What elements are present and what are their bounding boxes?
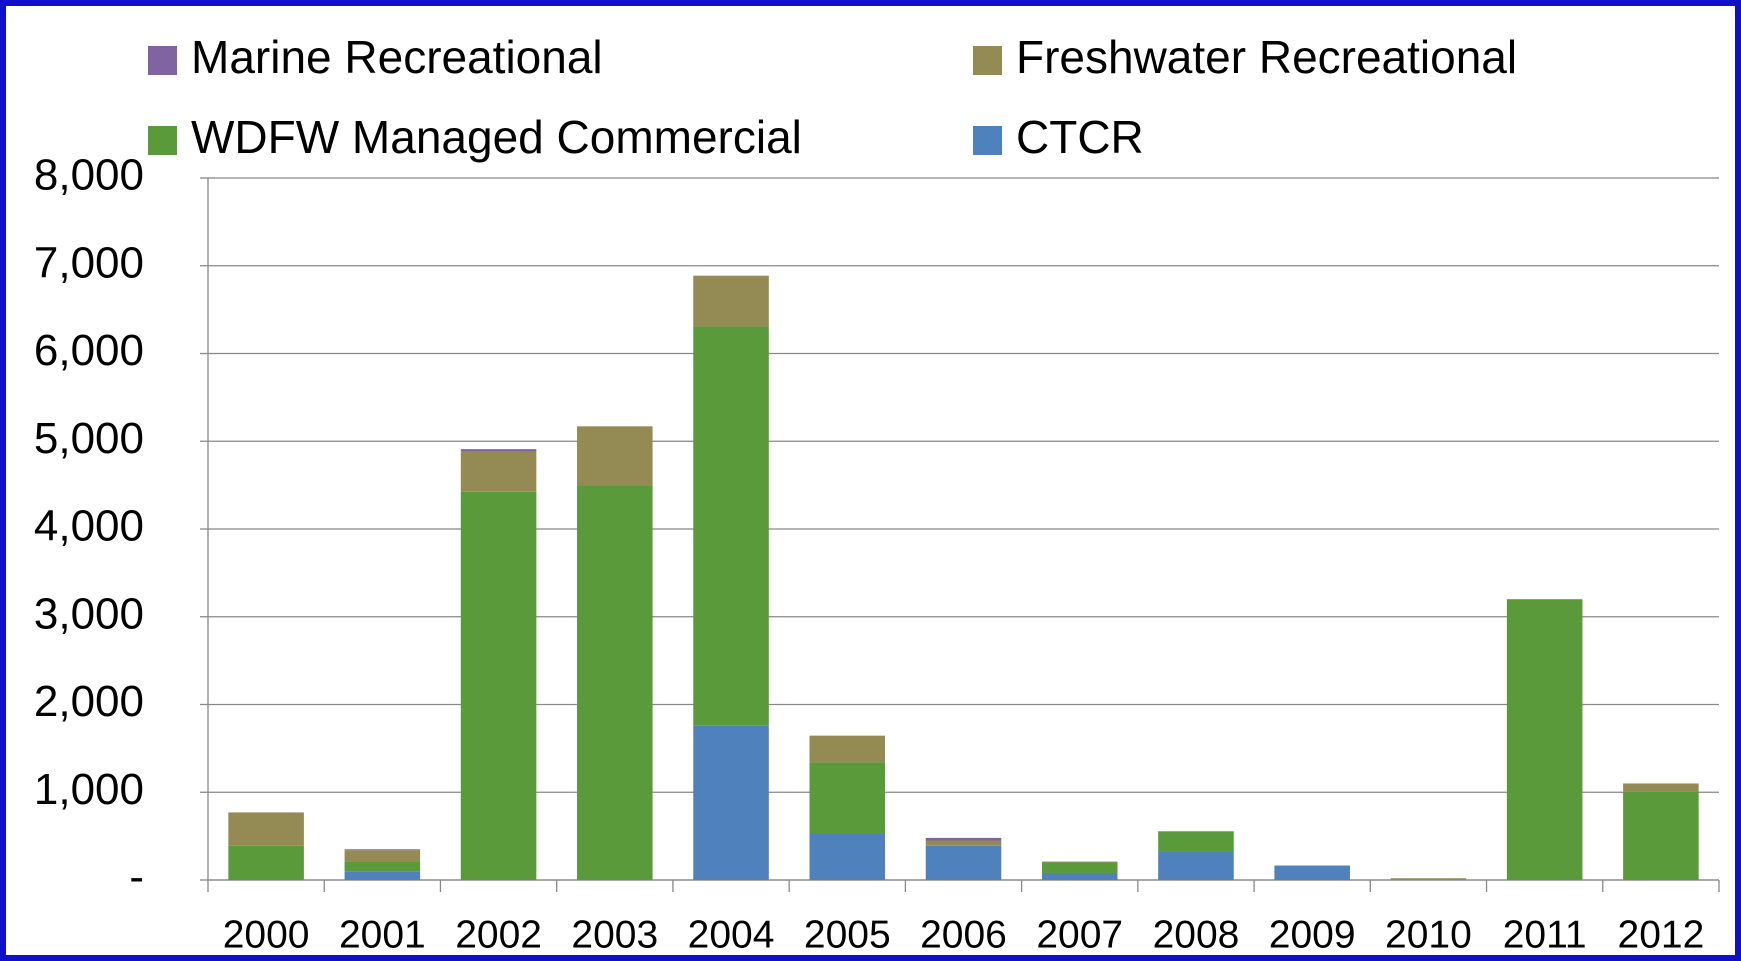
legend-label: Freshwater Recreational	[1016, 31, 1517, 83]
bar-segment	[693, 326, 769, 726]
legend-label: Marine Recreational	[191, 31, 603, 83]
bar-segment	[1158, 851, 1234, 880]
x-tick-label: 2009	[1269, 913, 1356, 956]
bar-segment	[809, 762, 886, 834]
bar-segment	[228, 845, 304, 880]
y-tick-label: 5,000	[34, 414, 144, 463]
x-tick-label: 2012	[1618, 913, 1705, 956]
legend-label: WDFW Managed Commercial	[191, 111, 802, 163]
y-tick-label: 3,000	[34, 589, 144, 638]
bar-segment	[1623, 791, 1699, 880]
x-tick-label: 2002	[455, 913, 542, 956]
bar-segment	[1390, 878, 1467, 880]
x-tick-label: 2006	[920, 913, 1007, 956]
bar-segment	[460, 449, 537, 452]
bar-segment	[577, 486, 653, 880]
bar-segment	[577, 426, 653, 487]
bar-segment	[1623, 783, 1699, 792]
x-tick-label: 2000	[223, 913, 310, 956]
bar-segment	[228, 812, 304, 846]
bar-segment	[344, 871, 421, 880]
legend-swatch	[973, 46, 1002, 75]
bar-segment	[344, 850, 421, 862]
bar-segment	[460, 451, 537, 492]
x-tick-label: 2005	[804, 913, 891, 956]
x-tick-label: 2003	[571, 913, 658, 956]
x-tick-label: 2011	[1503, 913, 1587, 956]
bar-segment	[1041, 872, 1118, 880]
x-tick-label: 2004	[688, 913, 775, 956]
bar-segment	[925, 845, 1002, 880]
bar-segment	[809, 735, 886, 763]
x-tick-label: 2008	[1153, 913, 1240, 956]
legend-swatch	[148, 126, 177, 155]
y-tick-label: 8,000	[34, 151, 144, 200]
x-tick-label: 2007	[1036, 913, 1123, 956]
bar-segment	[344, 849, 421, 851]
bar-segment	[693, 725, 769, 880]
y-tick-label: 4,000	[34, 502, 144, 551]
y-tick-label: 7,000	[34, 238, 144, 287]
y-tick-label: 6,000	[34, 326, 144, 375]
legend-swatch	[973, 126, 1002, 155]
bar-segment	[344, 861, 421, 872]
bar-segment	[809, 833, 886, 880]
bar-segment	[460, 491, 537, 880]
bar-segment	[1041, 861, 1118, 863]
legend-swatch	[148, 46, 177, 75]
bar-segment	[1158, 831, 1234, 852]
bar-segment	[925, 837, 1002, 841]
y-tick-label: 1,000	[34, 765, 144, 814]
bar-segment	[1041, 862, 1118, 873]
y-tick-label: 2,000	[34, 677, 144, 726]
y-tick-label: -	[129, 853, 144, 902]
x-tick-label: 2010	[1385, 913, 1472, 956]
legend-label: CTCR	[1016, 111, 1144, 163]
bar-segment	[925, 840, 1002, 846]
bar-segment	[693, 275, 769, 327]
x-tick-label: 2001	[339, 913, 426, 956]
bar-segment	[1506, 599, 1583, 880]
bar-segment	[1274, 865, 1350, 880]
